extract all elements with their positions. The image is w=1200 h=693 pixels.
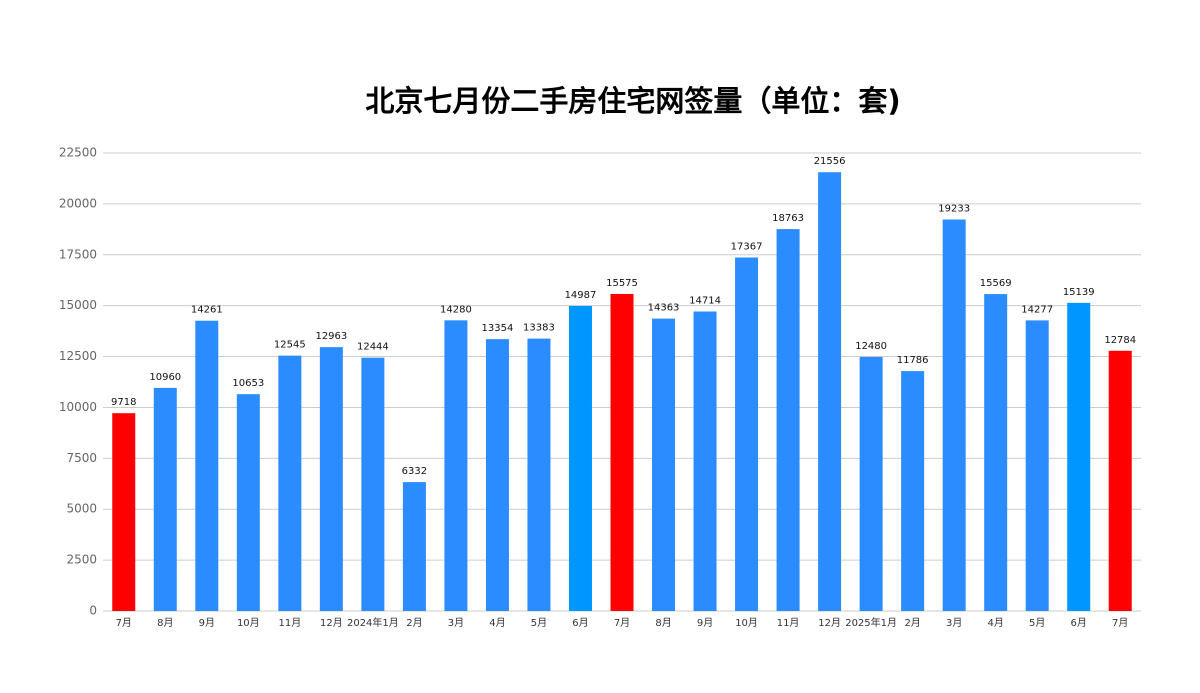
data-label: 15569	[980, 278, 1012, 289]
y-tick-label: 2500	[66, 553, 97, 567]
bar	[278, 355, 302, 611]
x-tick-label: 12月	[320, 617, 343, 629]
bar	[1025, 320, 1049, 611]
data-label: 21556	[814, 156, 846, 167]
x-tick-label: 9月	[697, 617, 713, 629]
bar	[818, 172, 842, 611]
bar	[527, 338, 551, 611]
y-tick-label: 7500	[66, 451, 97, 465]
bar	[444, 320, 468, 611]
bar	[112, 413, 136, 611]
bar	[610, 293, 634, 611]
bar	[984, 294, 1008, 611]
y-tick-label: 12500	[59, 349, 97, 363]
x-tick-label: 7月	[116, 617, 132, 629]
bar	[485, 339, 509, 611]
data-label: 10960	[149, 372, 181, 383]
x-tick-label: 6月	[572, 617, 588, 629]
bar	[319, 347, 343, 611]
data-label: 12480	[855, 341, 887, 352]
x-tick-label: 2025年1月	[845, 616, 897, 629]
data-label: 15575	[606, 278, 638, 289]
data-label: 12545	[274, 340, 306, 351]
x-tick-label: 2月	[904, 617, 920, 629]
y-tick-label: 10000	[59, 400, 97, 414]
bar	[568, 305, 592, 611]
data-label: 13383	[523, 323, 555, 334]
x-tick-label: 4月	[987, 617, 1003, 629]
bar	[652, 318, 676, 611]
x-tick-label: 10月	[735, 617, 758, 629]
x-tick-label: 10月	[237, 617, 260, 629]
x-tick-label: 8月	[157, 617, 173, 629]
data-label: 11786	[897, 355, 929, 366]
x-tick-label: 12月	[818, 617, 841, 629]
bar	[693, 311, 717, 611]
x-tick-label: 2024年1月	[347, 616, 399, 629]
bar	[859, 356, 883, 611]
y-tick-label: 20000	[59, 196, 97, 210]
x-tick-label: 9月	[199, 617, 215, 629]
data-label: 14280	[440, 304, 472, 315]
bar	[153, 387, 177, 611]
x-tick-label: 5月	[531, 617, 547, 629]
x-tick-label: 7月	[1112, 617, 1128, 629]
data-label: 14277	[1021, 304, 1053, 315]
bar	[1067, 302, 1091, 611]
data-label: 14714	[689, 295, 721, 306]
y-tick-label: 17500	[59, 247, 97, 261]
y-tick-label: 22500	[59, 146, 97, 160]
data-label: 19233	[938, 204, 970, 215]
bar	[402, 482, 426, 611]
data-label: 10653	[232, 378, 264, 389]
x-tick-label: 8月	[655, 617, 671, 629]
bar	[776, 229, 800, 611]
x-tick-label: 5月	[1029, 617, 1045, 629]
bar	[236, 394, 260, 611]
data-label: 18763	[772, 213, 804, 224]
x-tick-label: 11月	[777, 617, 800, 629]
x-tick-label: 4月	[489, 617, 505, 629]
y-tick-label: 0	[89, 604, 97, 618]
bar	[942, 219, 966, 612]
data-label: 14363	[648, 303, 680, 314]
data-label: 12444	[357, 342, 389, 353]
bar	[901, 371, 925, 611]
data-label: 12784	[1104, 335, 1136, 346]
bar	[195, 320, 219, 611]
data-label: 6332	[402, 466, 427, 477]
bar	[735, 257, 759, 611]
x-tick-label: 11月	[278, 617, 301, 629]
data-label: 14261	[191, 305, 223, 316]
data-label: 17367	[731, 241, 763, 252]
x-tick-label: 7月	[614, 617, 630, 629]
data-label: 13354	[482, 323, 514, 334]
data-label: 12963	[315, 331, 347, 342]
data-label: 14987	[565, 290, 597, 301]
data-label: 9718	[111, 397, 136, 408]
bar	[361, 357, 385, 611]
x-tick-label: 3月	[946, 617, 962, 629]
bar	[1108, 350, 1132, 611]
x-tick-label: 3月	[448, 617, 464, 629]
data-label: 15139	[1063, 287, 1095, 298]
y-tick-label: 5000	[66, 502, 97, 516]
y-tick-label: 15000	[59, 298, 97, 312]
x-tick-label: 2月	[406, 617, 422, 629]
x-tick-label: 6月	[1071, 617, 1087, 629]
chart-title: 北京七月份二手房住宅网签量（单位：套)	[365, 84, 900, 118]
